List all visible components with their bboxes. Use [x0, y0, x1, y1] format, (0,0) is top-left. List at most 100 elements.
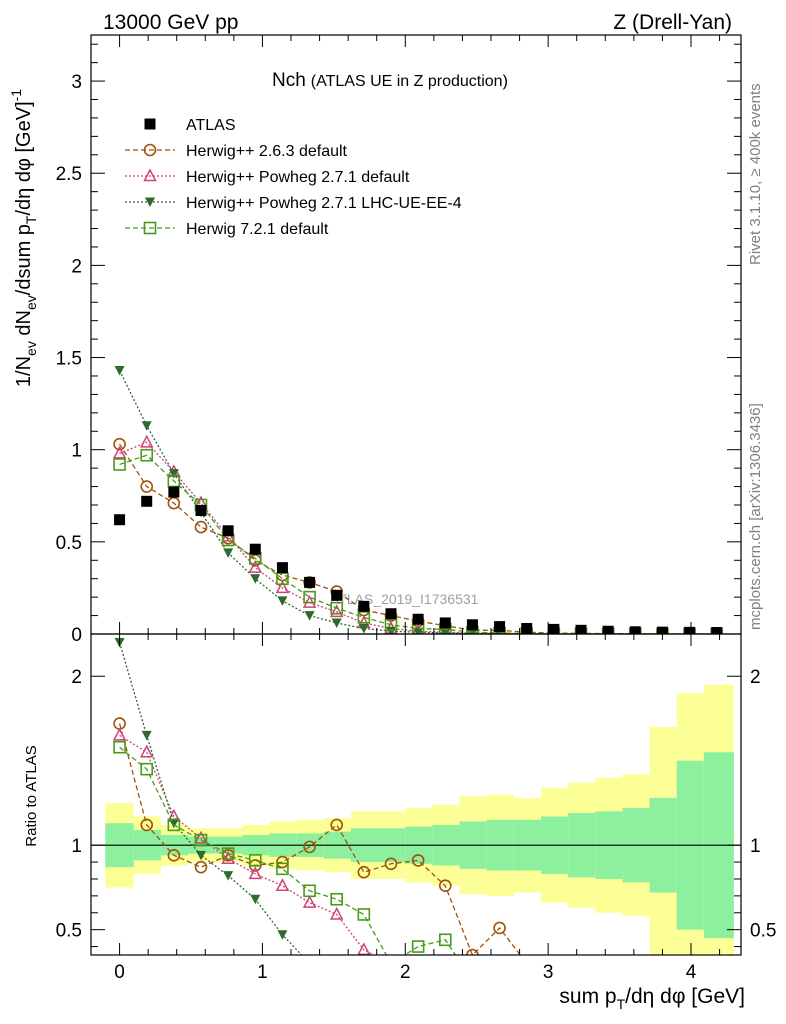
legend-label: Herwig++ 2.6.3 default [186, 143, 348, 160]
x-tick-label: 2 [400, 962, 411, 983]
ratio-point [248, 866, 263, 880]
main-point [329, 604, 344, 618]
y-tick-label: 2 [71, 256, 82, 277]
main-point [141, 421, 152, 431]
legend-marker [143, 143, 157, 157]
main-point [168, 469, 179, 479]
legend-label: Herwig++ Powheg 2.7.1 default [186, 169, 410, 186]
y-tick-label: 1 [71, 441, 82, 462]
main-point [167, 496, 181, 510]
main-point [575, 624, 587, 634]
main-point [629, 626, 641, 634]
ratio-panel [91, 637, 741, 986]
ratio-y-tick-label-left: 1 [71, 836, 82, 857]
main-point [140, 448, 154, 462]
x-tick-label: 1 [257, 962, 268, 983]
plot-title-main: Nch [272, 70, 306, 91]
ratio-y-tick-label-right: 1 [750, 836, 761, 857]
ratio-frame [90, 633, 742, 956]
ratio-point [411, 940, 425, 953]
rivet-label: Rivet 3.1.10, ≥ 400k events [747, 83, 764, 265]
ratio-point [167, 849, 181, 862]
main-point [466, 619, 478, 631]
ratio-point [411, 854, 425, 867]
ratio-point [221, 851, 235, 864]
x-tick-label: 4 [686, 962, 697, 983]
main-point [222, 525, 234, 537]
main-point [384, 618, 398, 632]
x-axis-label: sum pT/dη dφ [GeV] [559, 985, 745, 1012]
y-tick-label: 2.5 [56, 164, 82, 185]
legend-marker [143, 221, 157, 235]
header-left-label: 13000 GeV pp [103, 11, 238, 34]
ratio-point [357, 865, 371, 879]
ratio-point [276, 862, 289, 876]
ratio-point [275, 878, 290, 891]
main-point [439, 617, 451, 629]
ratio-point [250, 894, 261, 905]
ratio-point [521, 958, 532, 969]
analysis-watermark: ATLAS_2019_I1736531 [330, 591, 479, 607]
ratio-point [302, 895, 317, 908]
ratio-point [386, 957, 397, 968]
main-point [277, 596, 288, 606]
y-tick-label: 1.5 [56, 349, 82, 370]
ratio-point [329, 906, 344, 920]
y-tick-label: 3 [71, 72, 82, 93]
ratio-point [467, 975, 478, 986]
ratio-line [119, 746, 457, 955]
main-point [276, 562, 288, 574]
main-point [358, 600, 370, 612]
main-point [331, 589, 343, 601]
ratio-point [139, 744, 154, 758]
plot-title: Nch (ATLAS UE in Z production) [272, 70, 508, 91]
header-right-label: Z (Drell-Yan) [613, 11, 732, 34]
main-point [167, 474, 181, 488]
main-line [119, 454, 717, 634]
ratio-point [386, 958, 397, 969]
ratio-point [140, 762, 154, 776]
main-point [385, 608, 397, 620]
main-point [275, 580, 290, 594]
main-point [303, 590, 316, 604]
main-point [386, 626, 396, 634]
main-point [330, 601, 344, 615]
main-point [141, 495, 153, 507]
ratio-point [196, 850, 206, 861]
main-point [276, 572, 289, 586]
ratio-point [303, 884, 316, 898]
ratio-point [248, 854, 262, 867]
main-line [119, 443, 717, 634]
plot-title-sub: (ATLAS UE in Z production) [311, 73, 508, 90]
ratio-point [221, 847, 235, 860]
main-point [248, 560, 263, 573]
main-point [602, 625, 614, 634]
ratio-point [305, 959, 315, 969]
ratio-y-tick-label-right: 0.5 [750, 921, 776, 942]
main-point [114, 514, 126, 526]
ratio-point [330, 818, 344, 832]
ratio-point [493, 921, 506, 935]
main-point [112, 445, 127, 459]
ratio-y-tick-label-left: 2 [71, 667, 82, 688]
ratio-point [194, 830, 208, 844]
main-point [113, 458, 126, 471]
legend-label: Herwig 7.2.1 default [186, 221, 329, 238]
legend-marker [143, 168, 157, 182]
ratio-point [303, 840, 316, 854]
ratio-point [140, 818, 154, 832]
y-tick-label: 0.5 [56, 533, 82, 554]
x-tick-label: 0 [114, 962, 125, 983]
mcplots-label: mcplots.cern.ch [arXiv:1306.3436] [747, 403, 764, 630]
main-point [521, 622, 533, 634]
ratio-y-axis-label: Ratio to ATLAS [23, 745, 40, 846]
ratio-point [223, 871, 234, 881]
ratio-y-tick-label-left: 0.5 [56, 921, 82, 942]
ratio-point [330, 892, 344, 906]
ratio-line [118, 723, 522, 955]
ratio-line [118, 642, 303, 955]
main-point [684, 626, 696, 634]
legend-marker [145, 197, 155, 207]
main-point [249, 543, 261, 555]
